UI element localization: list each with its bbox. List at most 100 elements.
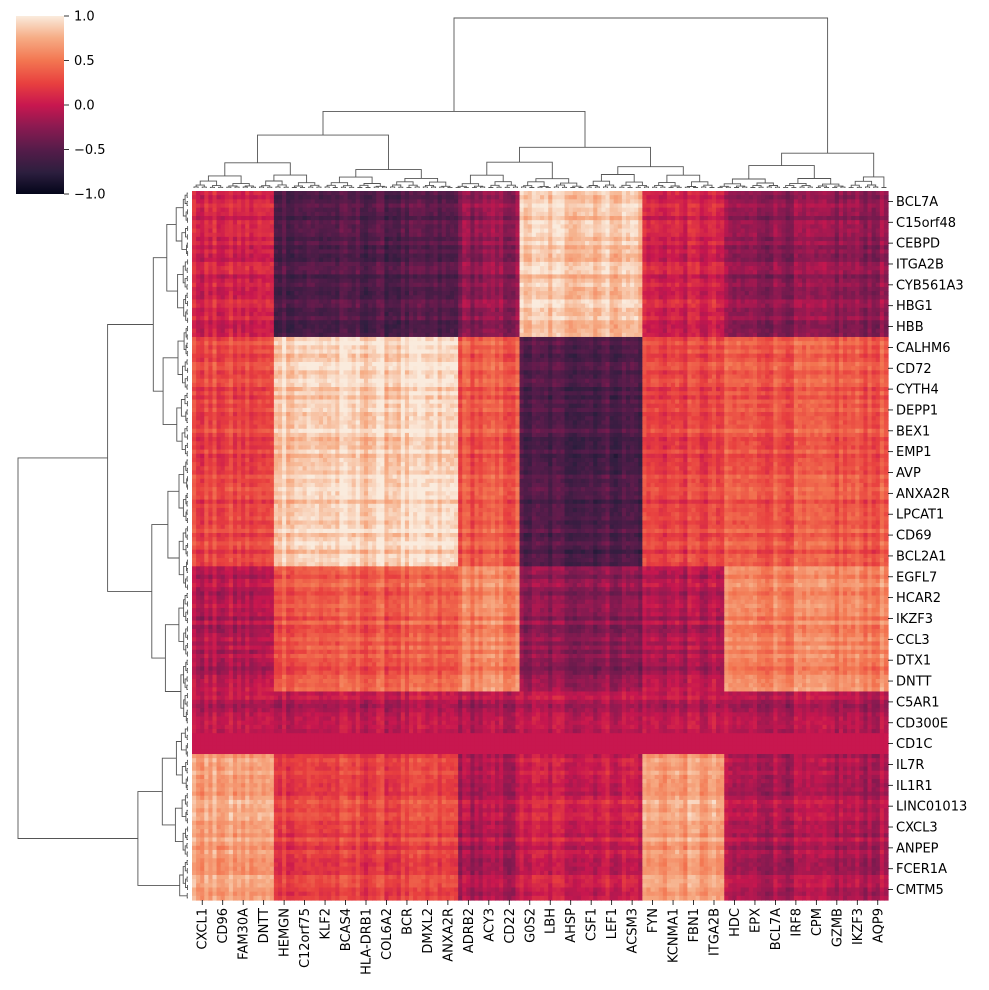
heatmap-cell — [745, 212, 750, 217]
heatmap-cell — [749, 212, 754, 217]
heatmap-cell — [393, 208, 398, 213]
heatmap-cell — [270, 195, 275, 200]
heatmap-cell — [245, 216, 250, 221]
heatmap-cell — [737, 195, 742, 200]
heatmap-cell — [348, 195, 353, 200]
heatmap-cell — [573, 199, 578, 204]
heatmap-cell — [483, 195, 488, 200]
heatmap-cell — [315, 204, 320, 209]
heatmap-cell — [389, 212, 394, 217]
heatmap-cell — [303, 216, 308, 221]
heatmap-cell — [773, 199, 778, 204]
heatmap-cell — [720, 204, 725, 209]
dendrogram-link — [513, 187, 517, 188]
heatmap-cell — [466, 216, 471, 221]
heatmap-cell — [270, 212, 275, 217]
dendrogram-link — [522, 187, 526, 188]
heatmap-cell — [720, 212, 725, 217]
heatmap-cell — [880, 191, 885, 196]
heatmap-cell — [241, 216, 246, 221]
heatmap-cell — [782, 208, 787, 213]
heatmap-cells — [192, 191, 889, 901]
heatmap-cell — [303, 195, 308, 200]
heatmap-cell — [863, 191, 868, 196]
heatmap-cell — [413, 208, 418, 213]
dendrogram-link — [187, 652, 188, 656]
heatmap-cell — [434, 212, 439, 217]
dendrogram-link — [825, 187, 829, 188]
heatmap-cell — [880, 199, 885, 204]
heatmap-cell — [311, 212, 316, 217]
heatmap-cell — [691, 212, 696, 217]
heatmap-cell — [409, 204, 414, 209]
heatmap-cell — [573, 208, 578, 213]
heatmap-cell — [204, 191, 209, 196]
heatmap-cell — [458, 212, 463, 217]
heatmap-cell — [389, 195, 394, 200]
dendrogram-link — [187, 335, 188, 339]
dendrogram-link — [187, 510, 188, 514]
heatmap-cell — [401, 212, 406, 217]
heatmap-cell — [192, 195, 197, 200]
heatmap-cell — [294, 208, 299, 213]
heatmap-cell — [769, 208, 774, 213]
heatmap-cell — [298, 204, 303, 209]
heatmap-cell — [204, 212, 209, 217]
heatmap-cell — [642, 208, 647, 213]
heatmap-cell — [818, 199, 823, 204]
heatmap-cell — [728, 199, 733, 204]
heatmap-cell — [487, 191, 492, 196]
heatmap-cell — [585, 191, 590, 196]
heatmap-cell — [352, 208, 357, 213]
heatmap-cell — [487, 204, 492, 209]
heatmap-cell — [696, 208, 701, 213]
heatmap-cell — [802, 204, 807, 209]
heatmap-cell — [720, 195, 725, 200]
dendrogram-link — [235, 187, 239, 188]
heatmap-cell — [434, 216, 439, 221]
heatmap-cell — [474, 216, 479, 221]
heatmap-cell — [417, 199, 422, 204]
heatmap-cell — [258, 195, 263, 200]
heatmap-cell — [360, 204, 365, 209]
heatmap-cell — [331, 191, 336, 196]
heatmap-cell — [286, 191, 291, 196]
heatmap-cell — [589, 191, 594, 196]
heatmap-cell — [245, 204, 250, 209]
heatmap-cell — [446, 216, 451, 221]
heatmap-cell — [258, 191, 263, 196]
heatmap-cell — [835, 212, 840, 217]
heatmap-cell — [745, 191, 750, 196]
heatmap-cell — [663, 199, 668, 204]
dendrogram-link — [187, 594, 188, 598]
heatmap-cell — [544, 199, 549, 204]
heatmap-cell — [757, 212, 762, 217]
heatmap-cell — [474, 212, 479, 217]
heatmap-cell — [466, 199, 471, 204]
heatmap-cell — [786, 212, 791, 217]
heatmap-cell — [380, 204, 385, 209]
heatmap-cell — [544, 208, 549, 213]
heatmap-cell — [581, 195, 586, 200]
heatmap-cell — [687, 199, 692, 204]
heatmap-cell — [520, 195, 525, 200]
heatmap-cell — [548, 199, 553, 204]
heatmap-cell — [728, 208, 733, 213]
heatmap-cell — [192, 191, 197, 196]
heatmap-cell — [503, 212, 508, 217]
heatmap-cell — [372, 204, 377, 209]
heatmap-cell — [487, 195, 492, 200]
heatmap-cell — [765, 191, 770, 196]
heatmap-cell — [307, 199, 312, 204]
heatmap-cell — [724, 191, 729, 196]
heatmap-cell — [192, 216, 197, 221]
dendrogram-link — [187, 410, 188, 414]
heatmap-cell — [667, 195, 672, 200]
heatmap-cell — [606, 204, 611, 209]
heatmap-cell — [872, 195, 877, 200]
dendrogram-link — [178, 341, 184, 374]
heatmap-cell — [765, 208, 770, 213]
dendrogram-link — [188, 885, 189, 889]
dendrogram-link — [784, 187, 788, 188]
dendrogram-link — [432, 187, 436, 188]
